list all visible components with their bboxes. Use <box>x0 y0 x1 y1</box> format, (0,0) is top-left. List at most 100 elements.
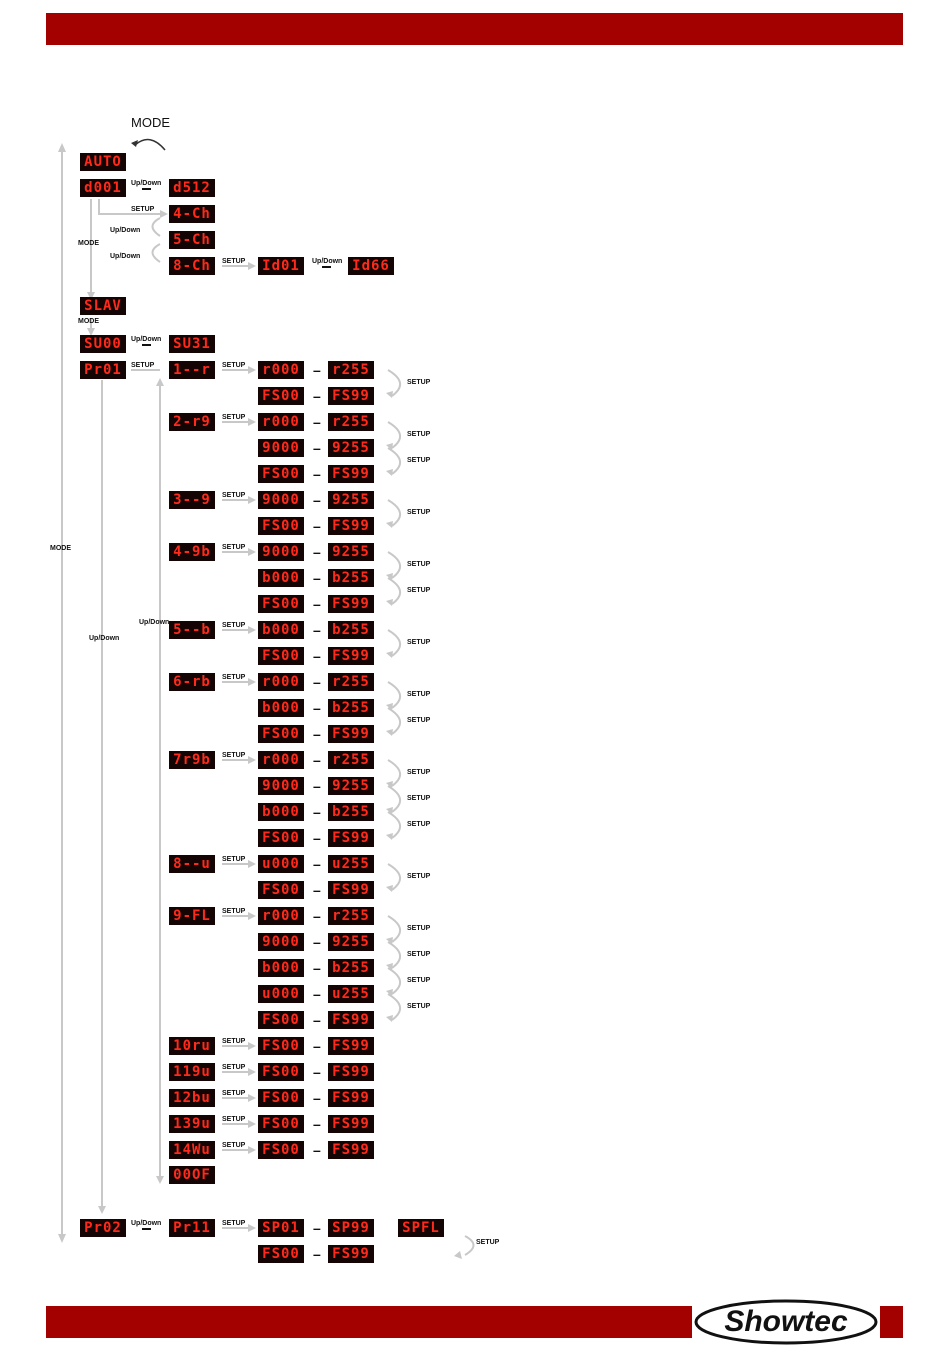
program-9-row-5-min: FS00 <box>258 1011 304 1029</box>
program-7-row-3-min: b000 <box>258 803 304 821</box>
program-7-loop-setup-label-3: SETUP <box>407 821 431 828</box>
label-setup-8ch: SETUP <box>222 258 246 265</box>
program-1-setup-arrowhead <box>248 366 256 374</box>
program-2-row-1-min: r000 <box>258 413 304 431</box>
program-13-setup-label: SETUP <box>222 1116 246 1123</box>
updown-dash <box>142 1228 151 1230</box>
program-3-setup-label: SETUP <box>222 492 246 499</box>
program-14-setup-arrowhead <box>248 1146 256 1154</box>
program-5-row-2-max: FS99 <box>328 647 374 665</box>
program-11-row-1-max: FS99 <box>328 1063 374 1081</box>
program-12-name: 12bu <box>169 1089 215 1107</box>
mode-top-label: MODE <box>131 115 170 130</box>
program-7-setup-loop-1 <box>387 759 401 787</box>
program-7-setup-loop-arrowhead-2 <box>386 807 393 814</box>
program-10-row-1-min: FS00 <box>258 1037 304 1055</box>
program-4-setup-loop-arrowhead-2 <box>386 599 393 606</box>
program-7-row-3-max: b255 <box>328 803 374 821</box>
display-id66: Id66 <box>348 257 394 275</box>
footer-bar-left <box>46 1306 692 1338</box>
program-6-loop-setup-label-1: SETUP <box>407 691 431 698</box>
program-9-setup-loop-arrowhead-4 <box>386 1015 393 1022</box>
program-11-setup-arrowhead <box>248 1068 256 1076</box>
program-4-row-1-max: 9255 <box>328 543 374 561</box>
program-4-setup-loop-2 <box>387 577 401 605</box>
program-4-setup-label: SETUP <box>222 544 246 551</box>
program-1-row-1-min: r000 <box>258 361 304 379</box>
program-7-name: 7r9b <box>169 751 215 769</box>
range-dash: – <box>313 778 321 794</box>
program-4-setup-loop-1 <box>387 551 401 579</box>
label-setup-pr11: SETUP <box>222 1220 246 1227</box>
program-2-row-2-min: 9000 <box>258 439 304 457</box>
label-updown-su: Up/Down <box>131 336 162 343</box>
program-7-setup-loop-arrowhead-3 <box>386 833 393 840</box>
program-4-name: 4-9b <box>169 543 215 561</box>
program-7-row-1-max: r255 <box>328 751 374 769</box>
program-4-row-3-max: FS99 <box>328 595 374 613</box>
range-dash: – <box>313 1012 321 1028</box>
label-updown-ch1: Up/Down <box>110 227 141 234</box>
program-9-row-3-max: b255 <box>328 959 374 977</box>
range-dash: – <box>313 362 321 378</box>
label-updown-d001: Up/Down <box>131 180 162 187</box>
program-11-setup-label: SETUP <box>222 1064 246 1071</box>
label-updown-ch2: Up/Down <box>110 253 141 260</box>
program-2-setup-loop-arrowhead-2 <box>386 469 393 476</box>
program-3-setup-arrowhead <box>248 496 256 504</box>
range-dash: – <box>313 1064 321 1080</box>
range-dash: – <box>313 648 321 664</box>
program-8-loop-setup-label-1: SETUP <box>407 873 431 880</box>
display-8ch: 8-Ch <box>169 257 215 275</box>
display-auto: AUTO <box>80 153 126 171</box>
range-dash: – <box>313 622 321 638</box>
updown-dash <box>142 344 151 346</box>
program-13-row-1-min: FS00 <box>258 1115 304 1133</box>
program-1-loop-setup-label-1: SETUP <box>407 379 431 386</box>
program-5-setup-loop-1 <box>387 629 401 657</box>
label-setup-pr01: SETUP <box>131 362 155 369</box>
program-13-setup-arrowhead <box>248 1120 256 1128</box>
program-2-setup-label: SETUP <box>222 414 246 421</box>
header-bar <box>46 13 903 45</box>
range-dash: – <box>313 830 321 846</box>
program-1-row-2-min: FS00 <box>258 387 304 405</box>
program-2-setup-loop-1 <box>387 421 401 449</box>
program-5-name: 5--b <box>169 621 215 639</box>
range-dash: – <box>313 1038 321 1054</box>
display-sp99: SP99 <box>328 1219 374 1237</box>
program-5-setup-arrowhead <box>248 626 256 634</box>
program-7-row-1-min: r000 <box>258 751 304 769</box>
program-8-setup-arrowhead <box>248 860 256 868</box>
program-1-row-1-max: r255 <box>328 361 374 379</box>
program-9-row-2-min: 9000 <box>258 933 304 951</box>
program-13-row-1-max: FS99 <box>328 1115 374 1133</box>
range-dash: – <box>313 492 321 508</box>
range-dash: – <box>313 1116 321 1132</box>
program-6-setup-loop-arrowhead-2 <box>386 729 393 736</box>
range-dash: – <box>313 700 321 716</box>
program-3-row-1-min: 9000 <box>258 491 304 509</box>
program-9-setup-loop-arrowhead-1 <box>386 937 393 944</box>
program-3-setup-loop-1 <box>387 499 401 527</box>
program-2-setup-arrowhead <box>248 418 256 426</box>
program-6-row-2-min: b000 <box>258 699 304 717</box>
program-10-row-1-max: FS99 <box>328 1037 374 1055</box>
range-dash: – <box>313 908 321 924</box>
display-4ch: 4-Ch <box>169 205 215 223</box>
display-00of: 00OF <box>169 1166 215 1184</box>
program-9-row-3-min: b000 <box>258 959 304 977</box>
program-4-loop-setup-label-2: SETUP <box>407 587 431 594</box>
program-7-setup-arrowhead <box>248 756 256 764</box>
program-6-row-1-max: r255 <box>328 673 374 691</box>
mode-left-label: MODE <box>50 545 71 552</box>
range-dash: – <box>313 414 321 430</box>
program-7-setup-loop-3 <box>387 811 401 839</box>
program-9-name: 9-FL <box>169 907 215 925</box>
program-10-setup-label: SETUP <box>222 1038 246 1045</box>
program-6-row-3-min: FS00 <box>258 725 304 743</box>
range-dash: – <box>313 960 321 976</box>
showtec-logo: Showtec <box>694 1299 878 1345</box>
program-4-row-2-min: b000 <box>258 569 304 587</box>
